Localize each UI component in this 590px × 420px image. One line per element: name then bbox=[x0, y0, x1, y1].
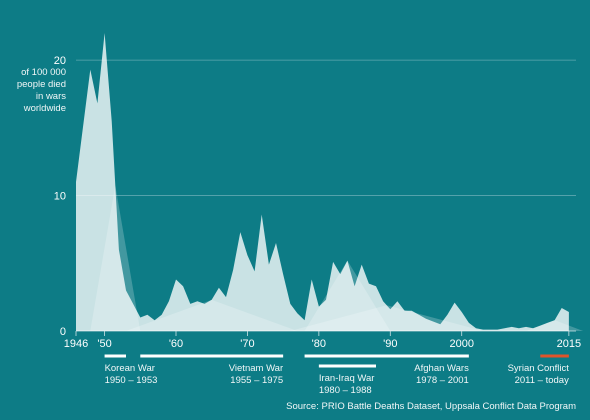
y-axis-ticks: 0 10 20 bbox=[54, 55, 66, 338]
conflict-bar bbox=[304, 354, 469, 358]
conflict-bar bbox=[540, 354, 569, 358]
y-tick-label: 10 bbox=[54, 191, 66, 203]
conflict-years: 1955 – 1975 bbox=[230, 375, 283, 386]
conflict-bars bbox=[104, 354, 569, 368]
x-tick-label: '50 bbox=[97, 338, 111, 350]
conflict-name: Syrian Conflict bbox=[508, 363, 570, 374]
conflict-bar bbox=[318, 364, 376, 368]
x-tick-label: '80 bbox=[312, 338, 326, 350]
conflict-bar bbox=[104, 354, 126, 358]
conflict-years: 1950 – 1953 bbox=[105, 375, 158, 386]
x-tick-label: '70 bbox=[240, 338, 254, 350]
deaths-area bbox=[76, 33, 569, 331]
conflict-years: 2011 – today bbox=[515, 375, 569, 386]
conflict-name: Iran-Iraq War bbox=[319, 373, 375, 384]
conflict-bar bbox=[140, 354, 284, 358]
x-tick-label: '90 bbox=[383, 338, 397, 350]
conflict-name: Vietnam War bbox=[229, 363, 283, 374]
x-tick-label: 1946 bbox=[64, 338, 88, 350]
x-tick-label: '60 bbox=[169, 338, 183, 350]
x-axis-ticks: 1946 '50 '60 '70 '80 '90 2000 2015 bbox=[64, 331, 581, 350]
conflict-name: Afghan Wars bbox=[414, 363, 469, 374]
y-tick-label: 20 bbox=[54, 55, 66, 67]
x-tick-label: 2015 bbox=[557, 338, 581, 350]
x-tick-label: 2000 bbox=[449, 338, 473, 350]
conflict-name: Korean War bbox=[105, 363, 155, 374]
gridlines bbox=[76, 59, 576, 332]
conflict-years: 1980 – 1988 bbox=[319, 385, 372, 396]
y-tick-label: 0 bbox=[60, 326, 66, 338]
conflict-years: 1978 – 2001 bbox=[416, 375, 469, 386]
y-axis-label: of 100 000 people died in wars worldwide bbox=[16, 67, 66, 114]
source-note: Source: PRIO Battle Deaths Dataset, Upps… bbox=[286, 401, 576, 412]
